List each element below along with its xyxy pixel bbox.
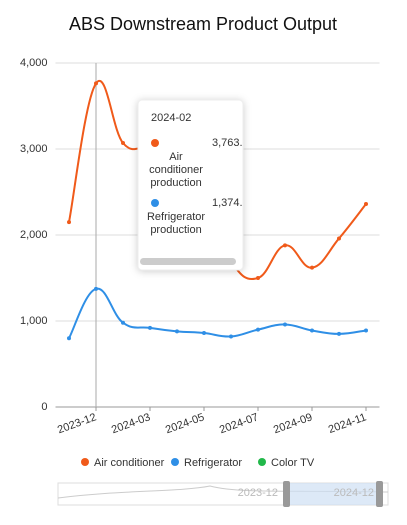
data-point (67, 220, 71, 225)
y-tick-label: 2,000 (20, 229, 48, 241)
data-point (337, 331, 341, 336)
slider-start-label: 2023-12 (238, 487, 278, 499)
legend-label: Air conditioner (94, 457, 165, 469)
data-point (256, 276, 260, 280)
tooltip-item-value: 1,374. (212, 197, 243, 209)
x-tick-label: 2024-03 (110, 411, 152, 436)
x-tick-label: 2024-11 (327, 411, 368, 436)
data-point (310, 328, 314, 333)
data-point (283, 243, 287, 248)
tooltip: 2024-02 Air conditioner production 3,763. Ref… (137, 99, 244, 271)
data-point (175, 329, 179, 334)
data-point (310, 265, 314, 270)
data-point (148, 325, 152, 330)
data-point (229, 334, 233, 339)
y-tick-label: 4,000 (20, 57, 48, 69)
data-point (364, 202, 368, 207)
chart-title: ABS Downstream Product Output (69, 14, 337, 34)
data-point (121, 140, 125, 145)
data-point (94, 286, 98, 291)
data-point (256, 327, 260, 332)
series-line (68, 287, 367, 339)
data-point (283, 322, 287, 327)
slider-handle[interactable] (283, 481, 290, 507)
tooltip-scrollbar (140, 258, 236, 265)
data-point (94, 81, 98, 86)
x-tick-label: 2023-12 (56, 411, 98, 436)
x-tick-label: 2024-09 (272, 411, 314, 436)
data-point (121, 320, 125, 325)
legend-label: Color TV (271, 457, 315, 469)
y-tick-label: 3,000 (20, 143, 48, 155)
tooltip-item-value: 3,763. (212, 137, 243, 149)
slider-window (287, 483, 379, 505)
data-point (337, 236, 341, 241)
tooltip-item-name: Air conditioner production (149, 151, 203, 189)
data-point (202, 331, 206, 336)
data-point (67, 336, 71, 341)
tooltip-box (137, 99, 244, 271)
legend-swatch (81, 458, 89, 466)
slider-end-label: 2024-12 (334, 487, 374, 499)
data-point (364, 328, 368, 333)
legend-swatch (258, 458, 266, 466)
tooltip-swatch (151, 139, 159, 147)
slider-handle[interactable] (376, 481, 383, 507)
y-tick-label: 0 (41, 401, 47, 413)
legend-label: Refrigerator (184, 457, 242, 469)
x-tick-label: 2024-05 (164, 411, 206, 436)
slider-track (57, 482, 389, 506)
legend-swatch (171, 458, 179, 466)
tooltip-swatch (151, 199, 159, 207)
y-tick-label: 1,000 (20, 315, 48, 327)
x-tick-label: 2024-07 (218, 411, 260, 436)
tooltip-item-name: Refrigerator production (147, 211, 205, 236)
tooltip-title: 2024-02 (151, 112, 191, 124)
